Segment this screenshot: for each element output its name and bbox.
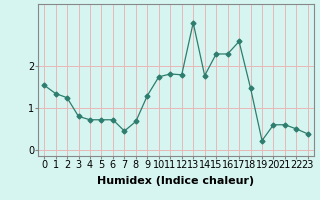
X-axis label: Humidex (Indice chaleur): Humidex (Indice chaleur): [97, 176, 255, 186]
